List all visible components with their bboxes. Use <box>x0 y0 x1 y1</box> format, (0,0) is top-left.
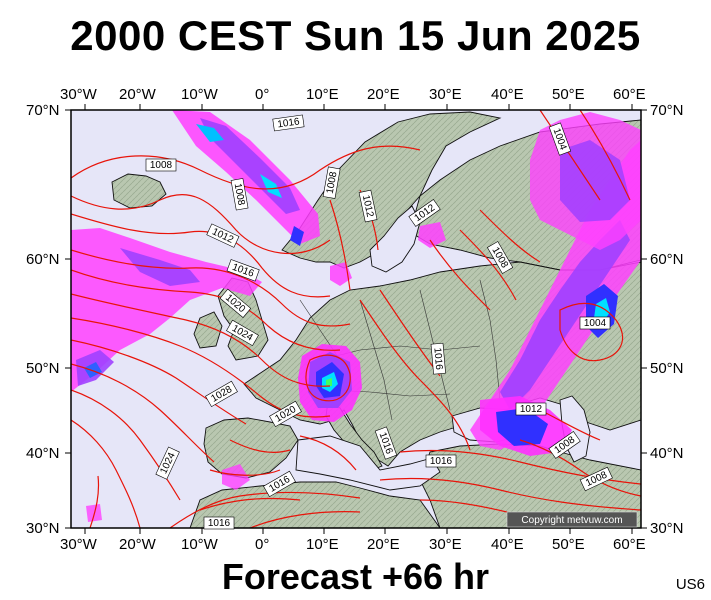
map-frame <box>70 109 642 529</box>
lon-label-bottom: 30°E <box>429 536 462 553</box>
lon-label-top: 30°E <box>429 86 462 103</box>
forecast-hour-label: Forecast +66 hr <box>221 556 490 597</box>
land-iceland <box>111 173 167 209</box>
lon-label-bottom: 50°E <box>552 536 585 553</box>
svg-text:1008: 1008 <box>150 160 173 171</box>
svg-text:1012: 1012 <box>360 194 375 218</box>
land-ireland <box>193 311 223 349</box>
lon-label-top: 50°E <box>552 86 585 103</box>
isobar-label: 1012 <box>515 402 547 416</box>
lat-label-right: 40°N <box>650 445 684 462</box>
svg-text:1008: 1008 <box>325 170 340 194</box>
lon-label-top: 0° <box>255 86 270 103</box>
copyright-text: Copyright metvuw.com <box>521 515 622 526</box>
svg-text:1016: 1016 <box>431 347 444 371</box>
lon-label-top: 30°W <box>60 86 97 103</box>
mediterranean-sea <box>295 435 441 491</box>
svg-text:1004: 1004 <box>584 318 607 329</box>
isobar-label: 1008 <box>322 166 341 199</box>
svg-text:1016: 1016 <box>208 518 231 529</box>
isobar-label: 1012 <box>358 189 378 223</box>
lat-label-left: 70°N <box>26 102 60 119</box>
lon-label-bottom: 20°W <box>119 536 156 553</box>
lat-label-right: 30°N <box>650 520 684 537</box>
svg-text:1012: 1012 <box>520 404 543 415</box>
isobar-label: 1008 <box>145 158 177 172</box>
product-tag: US6 <box>675 576 705 593</box>
lon-label-bottom: 60°E <box>613 536 646 553</box>
copyright-box: Copyright metvuw.com <box>506 511 638 528</box>
lon-label-bottom: 0° <box>255 536 270 553</box>
isobar-label: 1016 <box>203 516 235 530</box>
svg-text:1016: 1016 <box>277 116 301 130</box>
isobar-label: 1016 <box>430 342 446 375</box>
isobar-label: 1008 <box>230 178 249 211</box>
lon-label-top: 10°E <box>306 86 339 103</box>
lat-label-right: 60°N <box>650 251 684 268</box>
lat-label-left: 60°N <box>26 251 60 268</box>
lon-label-top: 40°E <box>491 86 524 103</box>
lat-label-right: 50°N <box>650 360 684 377</box>
land-north-africa <box>189 481 441 528</box>
lat-label-left: 40°N <box>26 445 60 462</box>
lon-label-bottom: 30°W <box>60 536 97 553</box>
lon-label-bottom: 10°W <box>181 536 218 553</box>
isobar-label: 1004 <box>579 316 611 330</box>
svg-text:1016: 1016 <box>430 456 453 467</box>
lat-label-left: 50°N <box>26 360 60 377</box>
lon-label-bottom: 20°E <box>367 536 400 553</box>
isobar-label: 1016 <box>425 454 457 468</box>
lat-label-left: 30°N <box>26 520 60 537</box>
lon-label-top: 20°E <box>367 86 400 103</box>
lat-label-right: 70°N <box>650 102 684 119</box>
svg-text:1008: 1008 <box>232 182 247 206</box>
baltic-sea <box>369 205 421 273</box>
lon-label-top: 10°W <box>181 86 218 103</box>
frame-ticks <box>65 104 647 534</box>
lon-label-bottom: 40°E <box>491 536 524 553</box>
lon-label-top: 20°W <box>119 86 156 103</box>
lon-label-bottom: 10°E <box>306 536 339 553</box>
isobar-label: 1016 <box>272 114 305 132</box>
map-title: 2000 CEST Sun 15 Jun 2025 <box>70 12 641 59</box>
lon-label-top: 60°E <box>613 86 646 103</box>
